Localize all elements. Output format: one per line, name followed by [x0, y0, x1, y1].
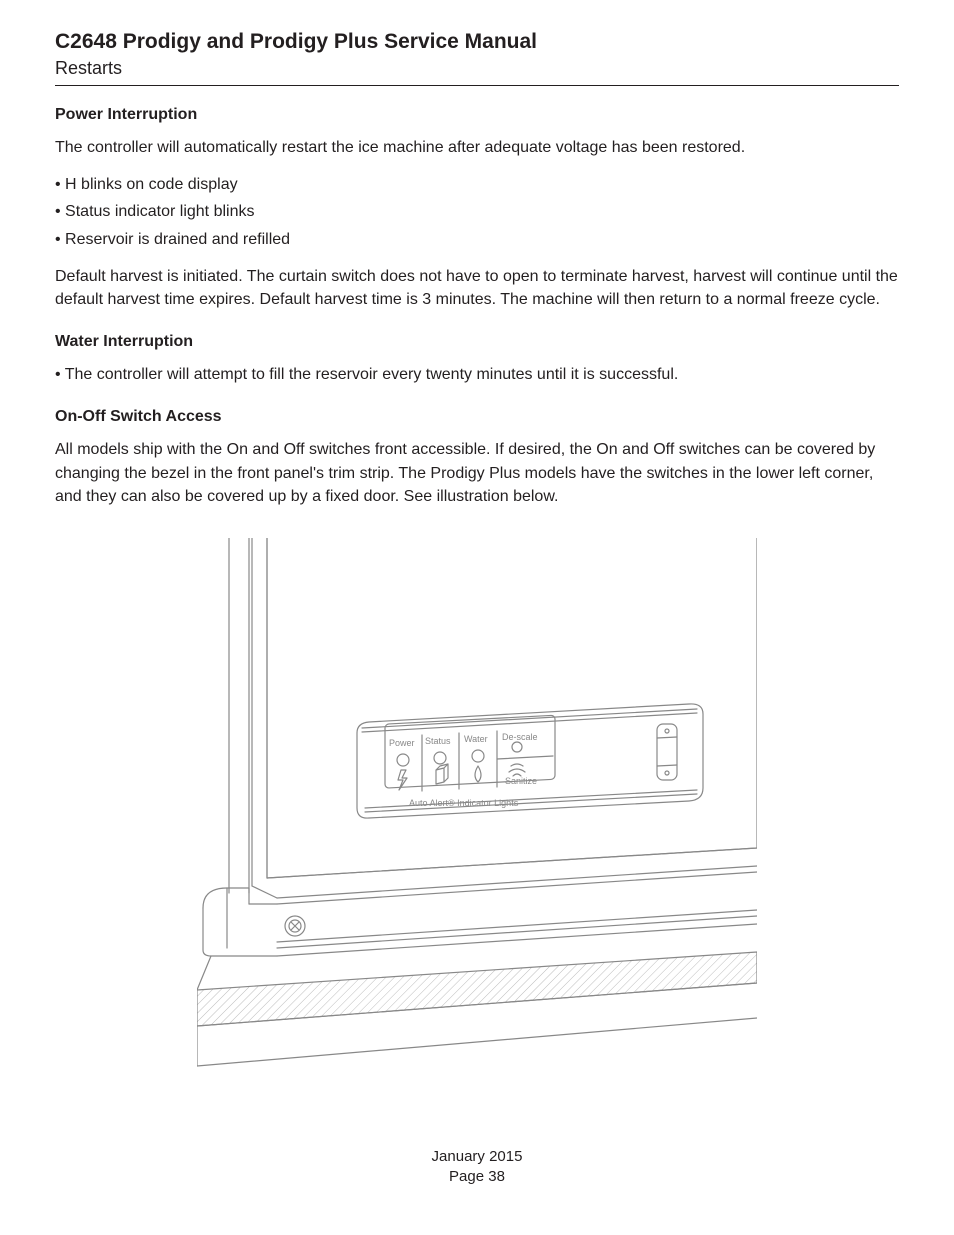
on-off-para: All models ship with the On and Off swit… [55, 438, 899, 508]
indicator-descale-label: De-scale [502, 732, 538, 742]
water-interruption-bullet: • The controller will attempt to fill th… [55, 363, 899, 386]
water-interruption-block: Water Interruption • The controller will… [55, 333, 899, 386]
indicator-caption: Auto Alert® Indicator Lights [409, 798, 519, 808]
footer-page: Page 38 [0, 1167, 954, 1187]
bullet-item: • Status indicator light blinks [55, 200, 899, 223]
power-interruption-outro: Default harvest is initiated. The curtai… [55, 265, 899, 311]
water-interruption-heading: Water Interruption [55, 333, 899, 351]
power-interruption-intro: The controller will automatically restar… [55, 136, 899, 159]
indicator-water-label: Water [464, 734, 488, 744]
header-rule [55, 85, 899, 86]
indicator-sanitize-label: Sanitize [505, 776, 537, 786]
footer-date: January 2015 [0, 1147, 954, 1167]
section-title: Restarts [55, 58, 899, 79]
bullet-item: • Reservoir is drained and refilled [55, 228, 899, 251]
power-interruption-heading: Power Interruption [55, 106, 899, 124]
power-interruption-block: Power Interruption The controller will a… [55, 106, 899, 311]
doc-title: C2648 Prodigy and Prodigy Plus Service M… [55, 30, 899, 54]
bullet-item: • H blinks on code display [55, 173, 899, 196]
page: C2648 Prodigy and Prodigy Plus Service M… [0, 0, 954, 1235]
indicator-status-label: Status [425, 736, 451, 746]
figure-wrap: Power Status Water De-scale Sanitize Aut… [55, 538, 899, 1073]
indicator-power-label: Power [389, 738, 415, 748]
on-off-heading: On-Off Switch Access [55, 408, 899, 426]
on-off-block: On-Off Switch Access All models ship wit… [55, 408, 899, 508]
page-footer: January 2015 Page 38 [0, 1147, 954, 1188]
power-interruption-bullets: • H blinks on code display • Status indi… [55, 173, 899, 251]
machine-illustration: Power Status Water De-scale Sanitize Aut… [197, 538, 757, 1068]
